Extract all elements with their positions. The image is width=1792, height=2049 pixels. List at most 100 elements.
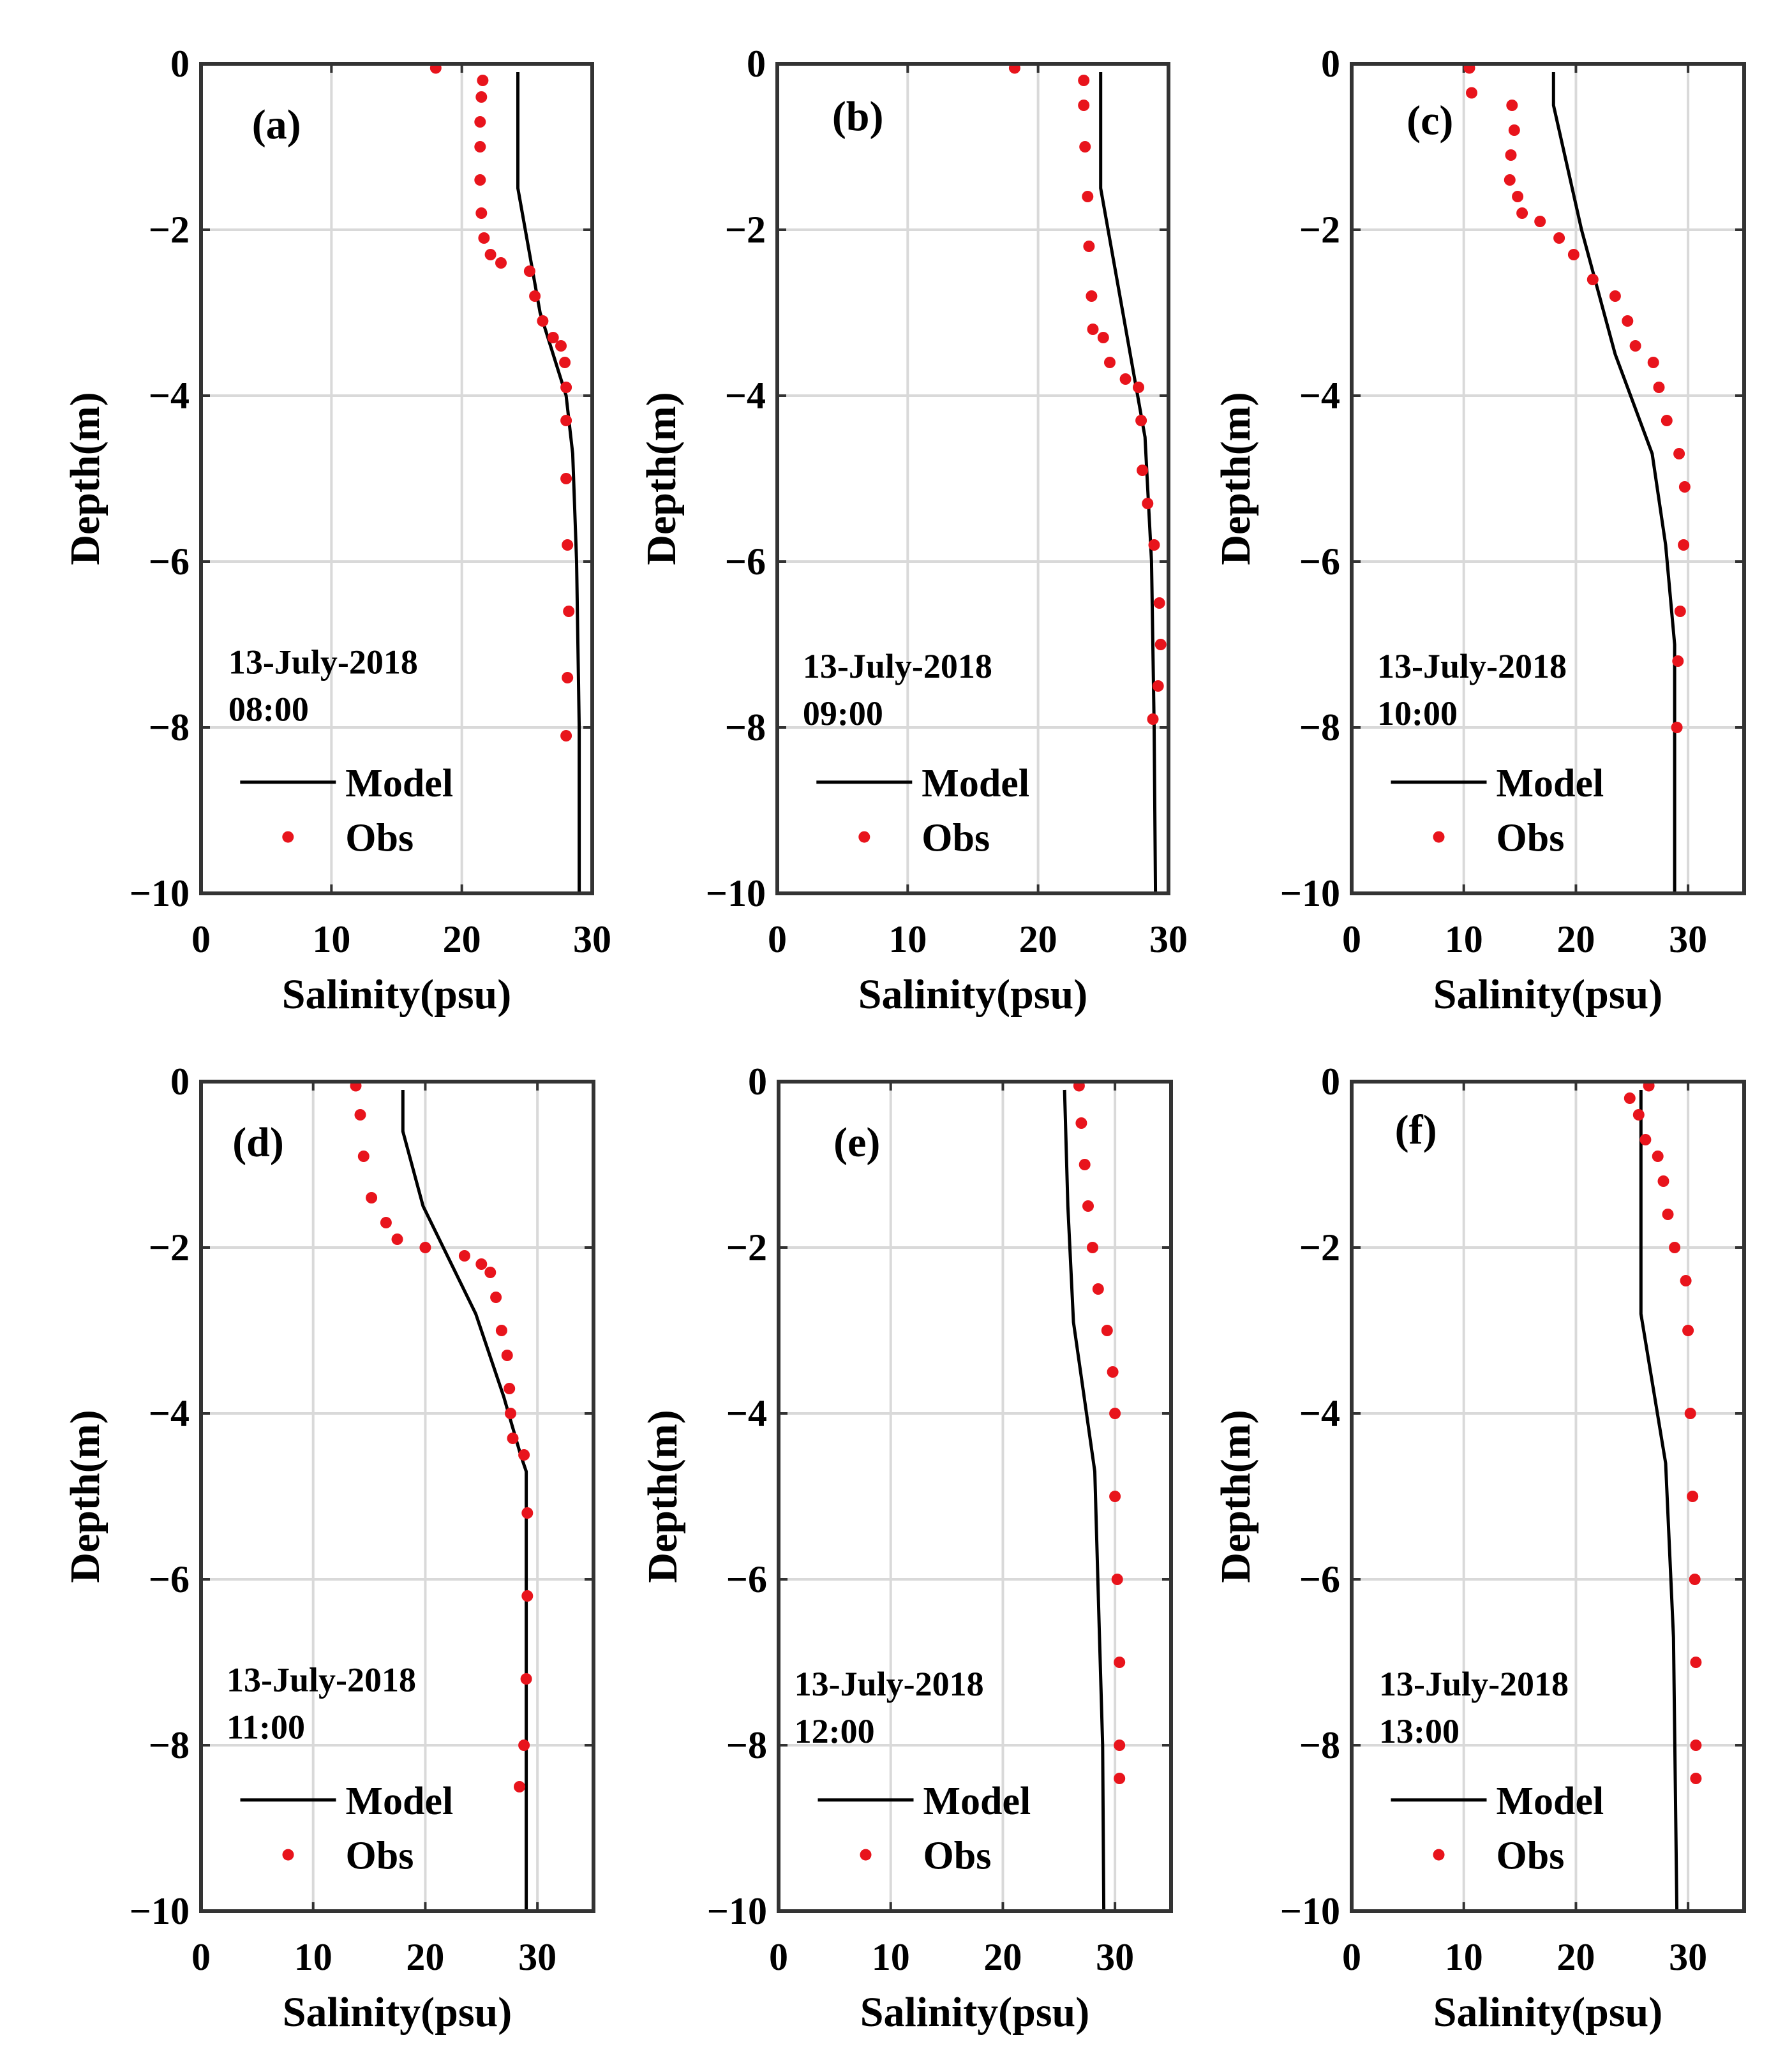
y-tick-label: −8 bbox=[726, 1724, 767, 1766]
panel-label: (b) bbox=[832, 93, 884, 140]
obs-point bbox=[1087, 1242, 1098, 1253]
date-annotation: 13-July-2018 bbox=[228, 643, 418, 682]
obs-point bbox=[366, 1192, 378, 1203]
legend-model-label: Model bbox=[346, 1780, 454, 1823]
obs-point bbox=[1137, 465, 1149, 476]
panel-label: (c) bbox=[1407, 98, 1453, 144]
y-tick-label: 0 bbox=[1321, 1061, 1340, 1103]
obs-point bbox=[1078, 100, 1090, 111]
obs-point bbox=[547, 332, 559, 343]
panel-b: 0 10 20 30 0 −2 −4 −6 −8 −10 Salinity(psu) Depth(m)… bbox=[638, 43, 1188, 1018]
plot-frame bbox=[777, 1080, 1173, 1913]
x-tick-label: 20 bbox=[1557, 918, 1595, 960]
obs-point bbox=[560, 415, 572, 426]
legend-obs-marker bbox=[282, 831, 294, 843]
obs-point bbox=[1629, 340, 1641, 352]
obs-point bbox=[474, 174, 486, 186]
obs-point bbox=[560, 473, 572, 484]
y-tick-label: −2 bbox=[149, 1226, 190, 1269]
obs-point bbox=[505, 1408, 516, 1419]
obs-point bbox=[518, 1740, 530, 1751]
y-tick-label: 0 bbox=[1321, 43, 1340, 85]
obs-point bbox=[1107, 1366, 1119, 1378]
model-line bbox=[1099, 72, 1158, 894]
obs-point bbox=[529, 290, 541, 302]
obs-point bbox=[1680, 1275, 1692, 1286]
obs-point bbox=[1114, 1773, 1126, 1784]
obs-point bbox=[1119, 373, 1131, 385]
obs-point bbox=[1097, 332, 1109, 343]
legend-model-label: Model bbox=[922, 762, 1029, 805]
obs-point bbox=[1567, 249, 1579, 260]
obs-point bbox=[1653, 382, 1665, 393]
legend-obs-label: Obs bbox=[1497, 817, 1565, 860]
obs-point bbox=[501, 1350, 513, 1361]
x-tick-label: 10 bbox=[888, 918, 927, 960]
x-axis-label: Salinity(psu) bbox=[1433, 1989, 1662, 2036]
obs-point bbox=[560, 382, 572, 393]
obs-point bbox=[1079, 1159, 1091, 1170]
obs-point bbox=[520, 1673, 532, 1685]
y-tick-label: 0 bbox=[170, 1061, 190, 1103]
obs-point bbox=[1114, 1657, 1126, 1668]
plot-frame bbox=[1350, 1080, 1746, 1913]
obs-point bbox=[1114, 1740, 1126, 1751]
obs-point bbox=[504, 1383, 516, 1394]
panel-label: (d) bbox=[232, 1119, 284, 1166]
obs-point bbox=[484, 1267, 497, 1278]
legend-obs-label: Obs bbox=[346, 1835, 414, 1878]
obs-point bbox=[478, 232, 490, 244]
obs-point bbox=[521, 1590, 534, 1602]
time-annotation: 13:00 bbox=[1379, 1712, 1460, 1750]
y-tick-label: −2 bbox=[726, 1226, 767, 1269]
date-annotation: 13-July-2018 bbox=[795, 1665, 984, 1703]
obs-point bbox=[1689, 1574, 1701, 1585]
obs-point bbox=[562, 672, 574, 683]
obs-point bbox=[1075, 1117, 1087, 1129]
legend: Model Obs bbox=[240, 1780, 454, 1878]
obs-point bbox=[475, 207, 488, 219]
obs-point bbox=[1111, 1574, 1123, 1585]
obs-point bbox=[562, 539, 574, 551]
obs-point bbox=[1647, 357, 1659, 368]
obs-point bbox=[523, 265, 535, 277]
y-tick-label: −4 bbox=[149, 1392, 190, 1434]
x-axis-label: Salinity(psu) bbox=[860, 1989, 1089, 2036]
obs-point bbox=[475, 91, 488, 103]
obs-point bbox=[1153, 597, 1165, 609]
obs-point bbox=[1092, 1283, 1104, 1295]
obs-point bbox=[1624, 1092, 1636, 1104]
x-tick-label: 20 bbox=[1019, 918, 1057, 960]
obs-point bbox=[1079, 141, 1091, 153]
obs-point bbox=[563, 606, 575, 617]
plot-frame bbox=[199, 1080, 595, 1913]
obs-point bbox=[1678, 481, 1691, 493]
obs-point bbox=[1684, 1408, 1696, 1419]
obs-point bbox=[354, 1109, 366, 1121]
legend-model-label: Model bbox=[1497, 1780, 1604, 1823]
x-tick-label: 10 bbox=[1445, 1936, 1483, 1978]
y-tick-label: −6 bbox=[149, 1558, 190, 1600]
obs-point bbox=[391, 1233, 403, 1245]
obs-point bbox=[1516, 207, 1528, 219]
obs-point bbox=[475, 1258, 488, 1270]
y-tick-label: 0 bbox=[748, 1061, 767, 1103]
y-tick-label: −6 bbox=[726, 1558, 767, 1600]
obs-point bbox=[495, 257, 507, 269]
date-annotation: 13-July-2018 bbox=[227, 1661, 416, 1699]
obs-point bbox=[1678, 539, 1690, 551]
obs-point bbox=[1662, 1209, 1674, 1220]
panel-label: (e) bbox=[833, 1119, 880, 1166]
y-axis-label: Depth(m) bbox=[639, 1410, 686, 1583]
panel-label: (a) bbox=[252, 101, 301, 148]
panel-c: 0 10 20 30 0 −2 −4 −6 −8 −10 Salinity(psu) Depth(m)… bbox=[1213, 43, 1746, 1018]
y-tick-label: −8 bbox=[725, 706, 766, 749]
date-annotation: 13-July-2018 bbox=[803, 647, 992, 685]
date-annotation: 13-July-2018 bbox=[1379, 1665, 1569, 1703]
obs-point bbox=[1657, 1175, 1669, 1187]
model-line bbox=[1551, 72, 1676, 893]
obs-point bbox=[1632, 1109, 1645, 1121]
time-annotation: 10:00 bbox=[1377, 694, 1458, 733]
y-tick-label: −10 bbox=[130, 872, 190, 914]
